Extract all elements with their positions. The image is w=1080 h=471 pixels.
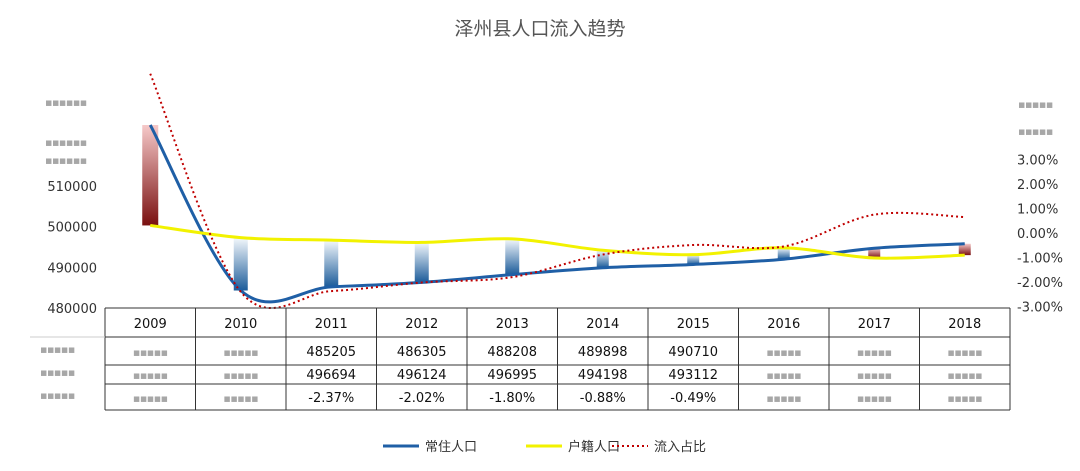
series-line	[150, 223, 965, 260]
table-cell: ▪▪▪▪▪	[857, 346, 892, 359]
difference-bar	[596, 250, 609, 268]
right-tick-label: 2.00%	[1017, 178, 1058, 193]
chart-title: 泽州县人口流入趋势	[454, 18, 625, 40]
blurred-right-tick: ▪▪▪▪▪	[1018, 125, 1053, 138]
blurred-row-header: ▪▪▪▪▪	[40, 389, 75, 402]
left-tick-label: 510000	[47, 180, 97, 195]
table-cell: ▪▪▪▪▪	[133, 369, 168, 382]
difference-bar	[958, 243, 971, 256]
table-cell: 489898	[578, 345, 628, 360]
difference-bar	[142, 125, 159, 226]
series-line	[148, 124, 965, 304]
category-label: 2010	[224, 317, 257, 332]
table-cell: ▪▪▪▪▪	[947, 392, 982, 405]
series-lines	[148, 73, 965, 310]
table-cell: 494198	[578, 368, 628, 383]
legend-label: 常住人口	[425, 440, 477, 455]
table-cell: 488208	[487, 345, 537, 360]
table-cell: -0.88%	[580, 391, 626, 406]
right-tick-label: 0.00%	[1017, 227, 1058, 242]
table-cell: ▪▪▪▪▪	[947, 346, 982, 359]
blurred-left-tick: ▪▪▪▪▪▪	[45, 154, 87, 167]
right-tick-label: 3.00%	[1017, 154, 1058, 169]
legend-label: 流入占比	[654, 440, 706, 455]
legend: 常住人口 户籍人口 流入占比	[383, 439, 706, 455]
table-cell: ▪▪▪▪▪	[857, 369, 892, 382]
table-cell: 493112	[668, 368, 718, 383]
category-label: 2016	[767, 317, 800, 332]
right-tick-label: -2.00%	[1017, 276, 1063, 291]
blurred-right-tick: ▪▪▪▪▪	[1018, 98, 1053, 111]
legend-label: 户籍人口	[568, 439, 620, 455]
table-cell: 490710	[668, 345, 718, 360]
category-label: 2015	[677, 317, 710, 332]
table-cell: ▪▪▪▪▪	[766, 369, 801, 382]
table-cell: 486305	[397, 345, 447, 360]
difference-bars	[142, 125, 971, 291]
blurred-axis-labels: ▪▪▪▪▪▪▪▪▪▪▪▪▪▪▪▪▪▪▪▪▪▪▪▪▪▪▪▪	[45, 96, 1053, 167]
table-cell: -2.02%	[399, 391, 445, 406]
category-label: 2017	[858, 317, 891, 332]
left-tick-label: 490000	[47, 261, 97, 276]
right-axis-ticks: -3.00% -2.00% -1.00% 0.00% 1.00% 2.00% 3.00%	[1017, 154, 1063, 316]
table-cell: 496124	[397, 368, 447, 383]
category-label: 2012	[405, 317, 438, 332]
table-cell: 496694	[306, 368, 356, 383]
category-label: 2011	[315, 317, 348, 332]
table-cell: 485205	[306, 345, 356, 360]
table-cell: ▪▪▪▪▪	[766, 392, 801, 405]
right-tick-label: 1.00%	[1017, 203, 1058, 218]
category-label: 2014	[586, 317, 619, 332]
blurred-left-tick: ▪▪▪▪▪▪	[45, 96, 87, 109]
table-cell: ▪▪▪▪▪	[857, 392, 892, 405]
category-label: 2018	[948, 317, 981, 332]
table-cell: ▪▪▪▪▪	[947, 369, 982, 382]
left-tick-label: 500000	[47, 221, 97, 236]
data-table: 2009 2010 2011 2012 2013 2014 2015 2016 2017 2018…	[30, 307, 1011, 411]
difference-bar	[777, 247, 790, 260]
table-cell: ▪▪▪▪▪	[133, 392, 168, 405]
blurred-left-tick: ▪▪▪▪▪▪	[45, 136, 87, 149]
difference-bar	[233, 237, 248, 291]
right-tick-label: -1.00%	[1017, 252, 1063, 267]
blurred-row-header: ▪▪▪▪▪	[40, 343, 75, 356]
table-cell: ▪▪▪▪▪	[223, 346, 258, 359]
difference-bar	[868, 248, 881, 258]
table-cell: ▪▪▪▪▪	[223, 369, 258, 382]
difference-bar	[687, 254, 700, 265]
table-cell: -0.49%	[670, 391, 716, 406]
difference-bar	[505, 238, 520, 275]
table-cell: 496995	[487, 368, 537, 383]
table-cell: ▪▪▪▪▪	[766, 346, 801, 359]
category-label: 2013	[496, 317, 529, 332]
table-cell: -1.80%	[489, 391, 535, 406]
table-cell: ▪▪▪▪▪	[223, 392, 258, 405]
blurred-row-header: ▪▪▪▪▪	[40, 366, 75, 379]
difference-bar	[324, 240, 339, 287]
table-cell: -2.37%	[308, 391, 354, 406]
right-tick-label: -3.00%	[1017, 301, 1063, 316]
left-axis-ticks: 480000 490000 500000 510000	[47, 180, 97, 317]
category-label: 2009	[134, 317, 167, 332]
table-cell: ▪▪▪▪▪	[133, 346, 168, 359]
series-line	[149, 73, 965, 310]
left-tick-label: 480000	[47, 302, 97, 317]
difference-bar	[414, 242, 429, 283]
